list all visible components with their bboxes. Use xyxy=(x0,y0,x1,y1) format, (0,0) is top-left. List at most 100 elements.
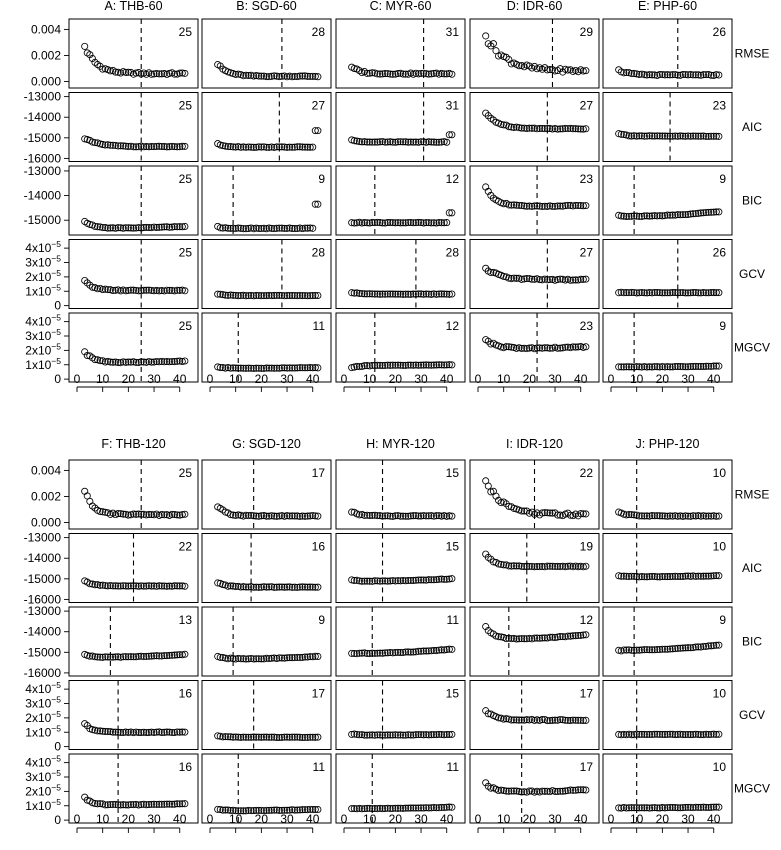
data-point xyxy=(643,730,651,738)
data-point xyxy=(286,654,294,662)
data-point xyxy=(81,42,89,50)
data-point xyxy=(422,138,430,146)
data-point xyxy=(91,222,99,230)
data-point xyxy=(687,132,695,140)
data-point xyxy=(265,143,273,151)
data-point xyxy=(181,650,189,658)
data-point xyxy=(653,512,661,520)
data-point xyxy=(147,70,156,78)
data-point xyxy=(298,583,306,591)
data-point xyxy=(638,573,646,581)
data-point xyxy=(651,71,659,79)
data-point xyxy=(283,143,291,151)
data-point xyxy=(160,142,168,151)
data-point xyxy=(582,125,590,133)
data-point xyxy=(422,219,430,227)
data-point xyxy=(304,224,312,232)
data-point xyxy=(298,806,306,814)
y-tick-label: 1x10−5 xyxy=(25,723,61,739)
y-tick-mantissa: 3x10 xyxy=(25,329,51,343)
data-point xyxy=(520,275,528,283)
data-point xyxy=(394,648,402,656)
data-point xyxy=(394,512,402,520)
data-point xyxy=(91,139,99,147)
data-point xyxy=(386,577,394,585)
data-point xyxy=(432,731,440,739)
data-point xyxy=(712,289,720,297)
data-point xyxy=(137,510,145,518)
data-point xyxy=(216,732,224,740)
data-point xyxy=(132,582,140,590)
y-tick-label: 4x10−5 xyxy=(25,754,61,770)
data-point xyxy=(692,132,700,140)
data-point xyxy=(286,806,294,814)
data-point xyxy=(538,562,546,570)
data-point xyxy=(178,357,186,366)
data-point xyxy=(635,730,643,738)
data-point xyxy=(111,224,120,232)
data-point xyxy=(715,572,723,580)
data-point xyxy=(114,653,122,661)
data-point xyxy=(291,512,299,520)
data-point xyxy=(620,572,628,580)
y-tick-mantissa: 4x10 xyxy=(25,756,51,770)
data-point xyxy=(633,70,641,78)
data-point xyxy=(523,562,531,570)
data-point xyxy=(445,512,453,520)
data-point xyxy=(409,731,417,739)
data-point xyxy=(171,70,179,78)
data-point xyxy=(622,511,630,519)
data-point xyxy=(381,731,389,739)
data-point xyxy=(140,728,148,736)
data-point xyxy=(440,731,448,739)
data-point xyxy=(86,652,94,660)
data-point xyxy=(124,653,132,661)
data-point xyxy=(530,62,539,70)
data-point xyxy=(155,223,163,231)
data-point xyxy=(376,290,384,298)
data-point xyxy=(625,573,633,581)
data-point xyxy=(394,577,402,585)
data-point xyxy=(548,562,557,570)
data-point xyxy=(366,290,374,298)
data-point xyxy=(122,358,130,366)
data-point xyxy=(666,132,674,140)
data-point xyxy=(669,288,677,297)
y-tick-label: 0.004 xyxy=(31,463,61,477)
data-point xyxy=(518,124,526,132)
x-tick-label: 0 xyxy=(608,372,615,386)
data-point xyxy=(404,648,412,656)
data-point xyxy=(371,219,379,227)
data-point xyxy=(643,71,651,79)
data-point xyxy=(669,132,677,140)
data-point xyxy=(414,361,423,369)
data-point xyxy=(577,202,585,210)
data-point xyxy=(391,290,399,298)
data-point xyxy=(165,143,173,151)
data-point xyxy=(656,212,664,220)
data-point xyxy=(99,508,107,516)
y-tick-label: 4x10−5 xyxy=(25,239,61,255)
data-point xyxy=(140,286,148,294)
data-point xyxy=(648,646,656,654)
data-point xyxy=(572,276,580,284)
data-point xyxy=(651,212,659,220)
data-point xyxy=(219,364,227,372)
data-point xyxy=(692,71,700,79)
data-point xyxy=(219,733,227,741)
y-tick-label: 3x10−5 xyxy=(25,768,61,784)
data-point xyxy=(145,286,153,294)
data-point xyxy=(676,730,684,738)
data-point xyxy=(579,343,587,351)
data-point xyxy=(350,576,358,585)
data-point xyxy=(311,583,319,591)
data-point xyxy=(260,512,268,520)
data-point xyxy=(689,572,697,580)
data-point xyxy=(309,583,317,591)
data-point xyxy=(435,646,443,654)
selected-k-label: 19 xyxy=(580,540,594,554)
data-point xyxy=(694,289,702,297)
data-point xyxy=(119,653,127,661)
data-point xyxy=(242,143,250,151)
data-point xyxy=(389,649,397,657)
